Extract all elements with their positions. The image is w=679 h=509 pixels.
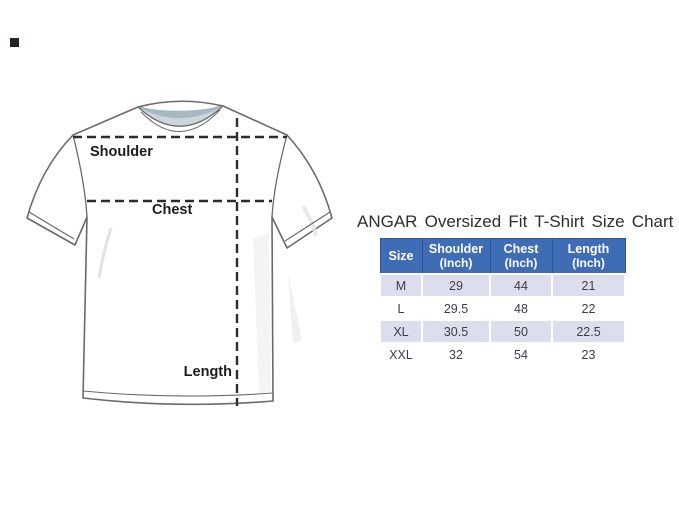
- collar-seam: [140, 109, 221, 132]
- table-row-m: M 29 44 21: [379, 273, 626, 297]
- cell-chest: 44: [489, 273, 553, 297]
- cell-chest: 48: [489, 296, 553, 320]
- cell-chest: 54: [489, 342, 553, 365]
- col-header-length: Length (Inch): [551, 238, 626, 275]
- cell-shoulder: 29: [421, 273, 491, 297]
- col-header-shoulder-sub: (Inch): [439, 256, 473, 270]
- left-cuff-line: [28, 211, 75, 240]
- col-header-chest: Chest (Inch): [489, 238, 553, 275]
- size-chart-table: Size Shoulder (Inch) Chest (Inch) Length…: [379, 238, 626, 365]
- cell-chest: 50: [489, 319, 553, 343]
- cell-length: 21: [551, 273, 626, 297]
- col-header-chest-sub: (Inch): [504, 256, 538, 270]
- right-sleeve-crease: [301, 204, 318, 237]
- cell-length: 22.5: [551, 319, 626, 343]
- right-armhole-seam: [271, 134, 288, 218]
- col-header-length-label: Length: [567, 242, 610, 256]
- col-header-size: Size: [379, 238, 423, 275]
- body-shading: [253, 234, 271, 394]
- cell-length: 22: [551, 296, 626, 320]
- col-header-size-label: Size: [388, 249, 414, 263]
- collar-band-top: [138, 106, 223, 119]
- table-row-xxl: XXL 32 54 23: [379, 342, 626, 365]
- chest-label: Chest: [152, 202, 192, 218]
- col-header-shoulder: Shoulder (Inch): [421, 238, 491, 275]
- size-chart-header-row: Size Shoulder (Inch) Chest (Inch) Length…: [379, 238, 626, 275]
- cell-size: M: [379, 273, 423, 297]
- col-header-shoulder-label: Shoulder: [428, 242, 484, 256]
- tshirt-measurement-diagram: Shoulder Chest Length: [26, 100, 333, 406]
- cell-size: XXL: [379, 342, 423, 365]
- size-chart-title: ANGAR Oversized Fit T-Shirt Size Chart: [357, 212, 674, 231]
- cell-shoulder: 29.5: [421, 296, 491, 320]
- left-sleeve-crease: [97, 227, 113, 279]
- cell-size: L: [379, 296, 423, 320]
- length-label: Length: [184, 364, 232, 380]
- col-header-chest-label: Chest: [503, 242, 539, 256]
- hem-stitch-line: [82, 390, 274, 397]
- cell-length: 23: [551, 342, 626, 365]
- table-row-l: L 29.5 48 22: [379, 296, 626, 320]
- right-cuff-line: [284, 211, 331, 242]
- cell-shoulder: 32: [421, 342, 491, 365]
- tshirt-outline: [26, 100, 333, 406]
- armpit-shading: [288, 273, 302, 344]
- cell-size: XL: [379, 319, 423, 343]
- col-header-length-sub: (Inch): [572, 256, 605, 270]
- shoulder-label: Shoulder: [90, 144, 153, 160]
- cell-shoulder: 30.5: [421, 319, 491, 343]
- table-row-xl: XL 30.5 50 22.5: [379, 319, 626, 343]
- color-swatch: [10, 38, 19, 47]
- left-armhole-seam: [72, 134, 88, 218]
